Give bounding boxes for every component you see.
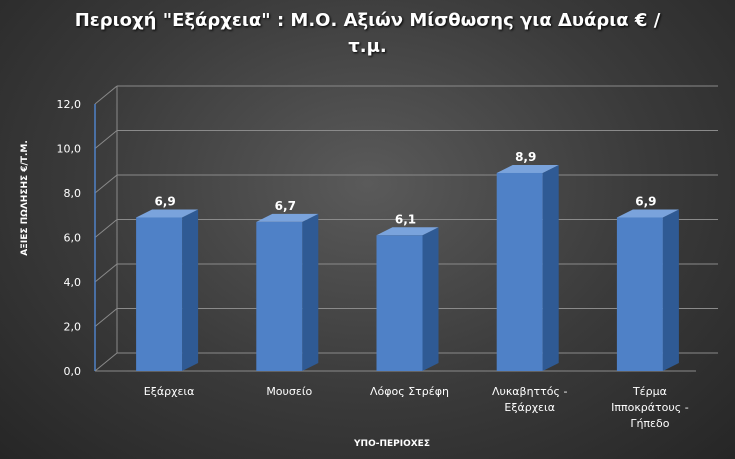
gridline-depth	[94, 85, 118, 105]
y-axis-title: ΑΞΙΕΣ ΠΩΛΗΣΗΣ €/Τ.Μ.	[20, 140, 30, 256]
gridline-depth	[94, 219, 118, 238]
bar-side	[662, 209, 679, 371]
x-tick-label: Λυκαβηττός -	[492, 385, 568, 398]
x-tick-label: Γήπεδο	[630, 417, 669, 430]
chart-title: Περιοχή "Εξάρχεια" : Μ.Ο. Αξιών Μίσθωσης…	[74, 10, 661, 57]
bar-top	[376, 227, 439, 236]
x-tick-label: Εξάρχεια	[144, 385, 195, 398]
data-label: 6,9	[635, 194, 656, 208]
gridline-depth	[94, 174, 118, 194]
y-tick-label: 12,0	[57, 98, 82, 111]
y-tick-label: 10,0	[57, 143, 82, 156]
x-tick-label: Μουσείο	[266, 385, 312, 398]
x-axis-title: ΥΠΟ-ΠΕΡΙΟΧΕΣ	[353, 439, 430, 449]
bar	[256, 221, 303, 371]
y-tick-label: 4,0	[64, 276, 82, 289]
y-tick-label: 6,0	[64, 232, 82, 245]
y-tick-label: 8,0	[64, 187, 82, 200]
bar-side	[542, 164, 559, 371]
bar	[136, 217, 183, 371]
x-tick-label: Ιπποκράτους -	[611, 401, 689, 414]
bar-top	[496, 164, 559, 173]
data-label: 6,1	[395, 212, 416, 226]
bar	[616, 217, 663, 371]
y-tick-label: 2,0	[64, 321, 82, 334]
data-label: 6,7	[275, 199, 296, 213]
bar-top	[616, 209, 679, 218]
x-tick-label: Εξάρχεια	[504, 401, 555, 414]
gridline-depth	[94, 263, 118, 283]
bar-top	[136, 209, 199, 218]
y-tick-label: 0,0	[64, 365, 82, 378]
bar	[496, 172, 543, 371]
gridline-depth	[94, 130, 118, 149]
bar-side	[302, 213, 319, 371]
x-tick-label: Λόφος Στρέφη	[370, 385, 449, 398]
data-label: 8,9	[515, 150, 536, 164]
gridline-depth	[94, 352, 118, 372]
bar-top	[256, 213, 319, 222]
x-tick-label: Τέρμα	[632, 385, 667, 398]
gridline-depth	[94, 308, 118, 327]
bar	[376, 235, 423, 371]
bar-side	[422, 227, 439, 371]
bar-side	[182, 209, 199, 371]
data-label: 6,9	[154, 194, 175, 208]
